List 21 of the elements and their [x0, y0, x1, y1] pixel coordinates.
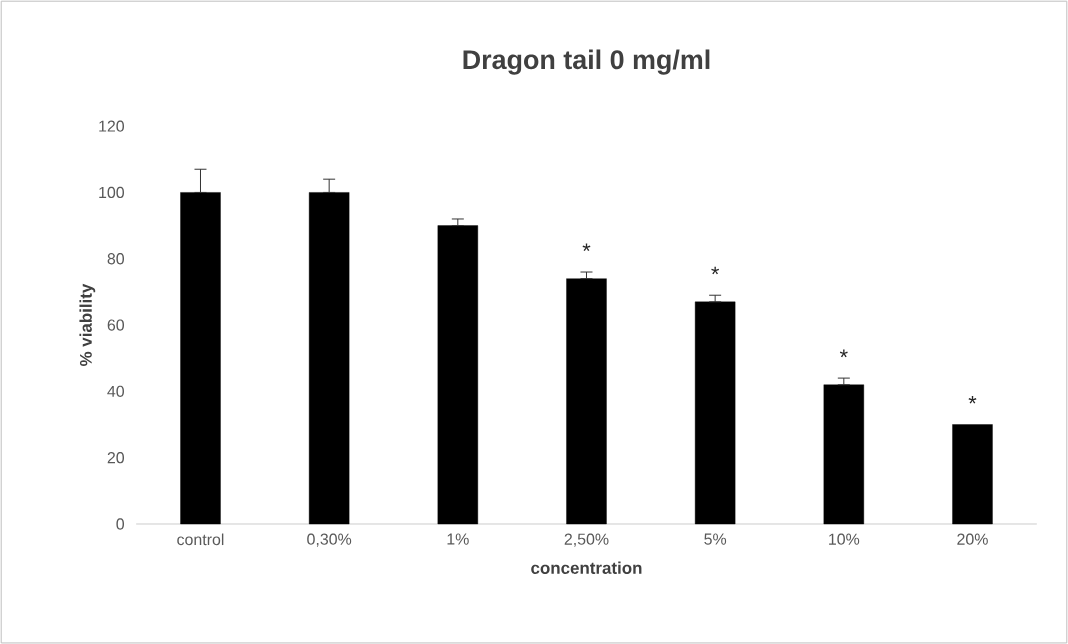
annotation: * — [839, 349, 848, 358]
x-tick-label: 10% — [829, 533, 860, 545]
x-tick-label: 5% — [704, 533, 727, 545]
x-tick-label: 0,30% — [307, 533, 352, 547]
x-tick-label: 2,50% — [564, 533, 609, 547]
y-tick-label: 0 — [116, 518, 125, 530]
y-tick-label: 20 — [107, 451, 125, 464]
annotation: * — [711, 266, 720, 275]
x-axis-title: concentration — [531, 561, 642, 574]
x-tick-label: control — [177, 533, 224, 546]
y-tick-label: 120 — [99, 120, 125, 132]
x-tick-label: 20% — [957, 533, 988, 545]
y-axis-title: % viability — [79, 283, 96, 366]
y-tick-label: 80 — [107, 253, 125, 265]
y-tick-label: 60 — [107, 319, 125, 331]
chart-title: Dragon tail 0 mg/ml — [463, 49, 710, 75]
x-tick-label: 1% — [447, 533, 469, 545]
annotation: * — [582, 243, 591, 252]
y-tick-label: 100 — [99, 186, 125, 199]
y-tick-label: 40 — [107, 385, 125, 397]
annotation: * — [968, 395, 977, 404]
